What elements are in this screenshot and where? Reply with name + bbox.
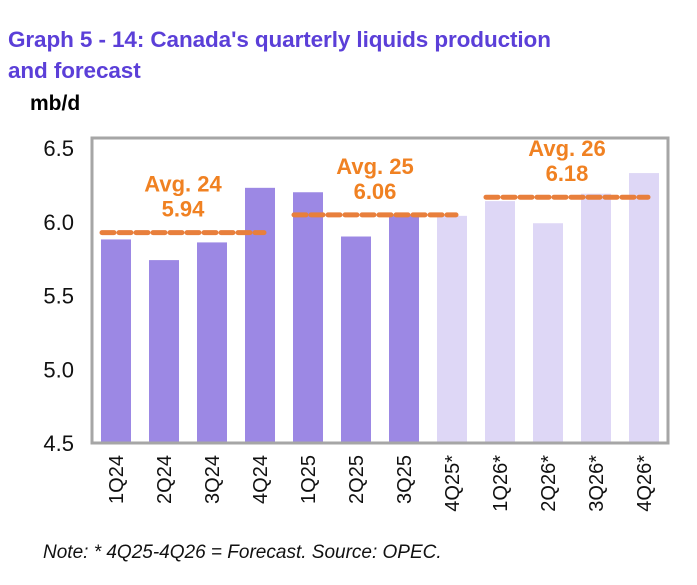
average-label-24: Avg. 24 xyxy=(144,172,222,197)
y-tick-label: 6.0 xyxy=(43,210,74,235)
bar-4Q26 xyxy=(629,173,659,443)
average-value-25: 6.06 xyxy=(354,179,397,204)
chart-title-line2: and forecast xyxy=(8,58,141,83)
bars-group xyxy=(101,173,659,443)
y-tick-label: 5.0 xyxy=(43,357,74,382)
x-tick-label: 1Q25 xyxy=(298,455,320,504)
y-tick-label: 5.5 xyxy=(43,284,74,309)
average-label-26: Avg. 26 xyxy=(528,136,605,161)
x-tick-label: 3Q26* xyxy=(586,455,608,512)
average-value-24: 5.94 xyxy=(162,197,206,222)
average-value-26: 6.18 xyxy=(546,161,589,186)
bar-2Q26 xyxy=(533,223,563,443)
x-tick-label: 1Q26* xyxy=(490,455,512,512)
y-axis-unit-label: mb/d xyxy=(30,92,81,115)
bar-1Q24 xyxy=(101,239,131,443)
x-tick-label: 2Q24 xyxy=(154,455,176,504)
y-tick-label: 4.5 xyxy=(43,431,74,456)
chart-title: Graph 5 - 14: Canada's quarterly liquids… xyxy=(8,24,697,86)
x-tick-label: 1Q24 xyxy=(106,455,128,504)
bar-1Q25 xyxy=(293,192,323,443)
x-tick-label: 3Q24 xyxy=(202,455,224,504)
x-tick-label: 4Q24 xyxy=(250,455,272,504)
x-tick-label: 4Q26* xyxy=(634,455,656,512)
bar-2Q24 xyxy=(149,260,179,443)
plot-frame xyxy=(90,136,670,445)
x-tick-label: 2Q25 xyxy=(346,455,368,504)
bar-3Q24 xyxy=(197,242,227,443)
bar-3Q25 xyxy=(389,214,419,443)
chart-title-line1: Graph 5 - 14: Canada's quarterly liquids… xyxy=(8,27,551,52)
x-tick-label: 4Q25* xyxy=(442,455,464,512)
bar-2Q25 xyxy=(341,236,371,443)
x-tick-label: 3Q25 xyxy=(394,455,416,504)
bar-1Q26 xyxy=(485,201,515,443)
bar-3Q26 xyxy=(581,193,611,443)
x-axis-ticks: 1Q24 2Q24 3Q24 4Q24 1Q25 2Q25 3Q25 4Q25* 1Q26* 2Q… xyxy=(106,455,656,512)
bar-4Q24 xyxy=(245,187,275,443)
bar-4Q25 xyxy=(437,215,467,443)
chart-note: Note: * 4Q25-4Q26 = Forecast. Source: OP… xyxy=(43,542,442,563)
average-lines-group: Avg. 245.94 Avg. 256.06 Avg. 266.18 xyxy=(99,136,651,236)
y-tick-label: 6.5 xyxy=(43,136,74,161)
x-tick-label: 2Q26* xyxy=(538,455,560,512)
average-label-25: Avg. 25 xyxy=(336,154,413,179)
y-axis-ticks: 4.5 5.0 5.5 6.0 6.5 xyxy=(43,136,74,456)
